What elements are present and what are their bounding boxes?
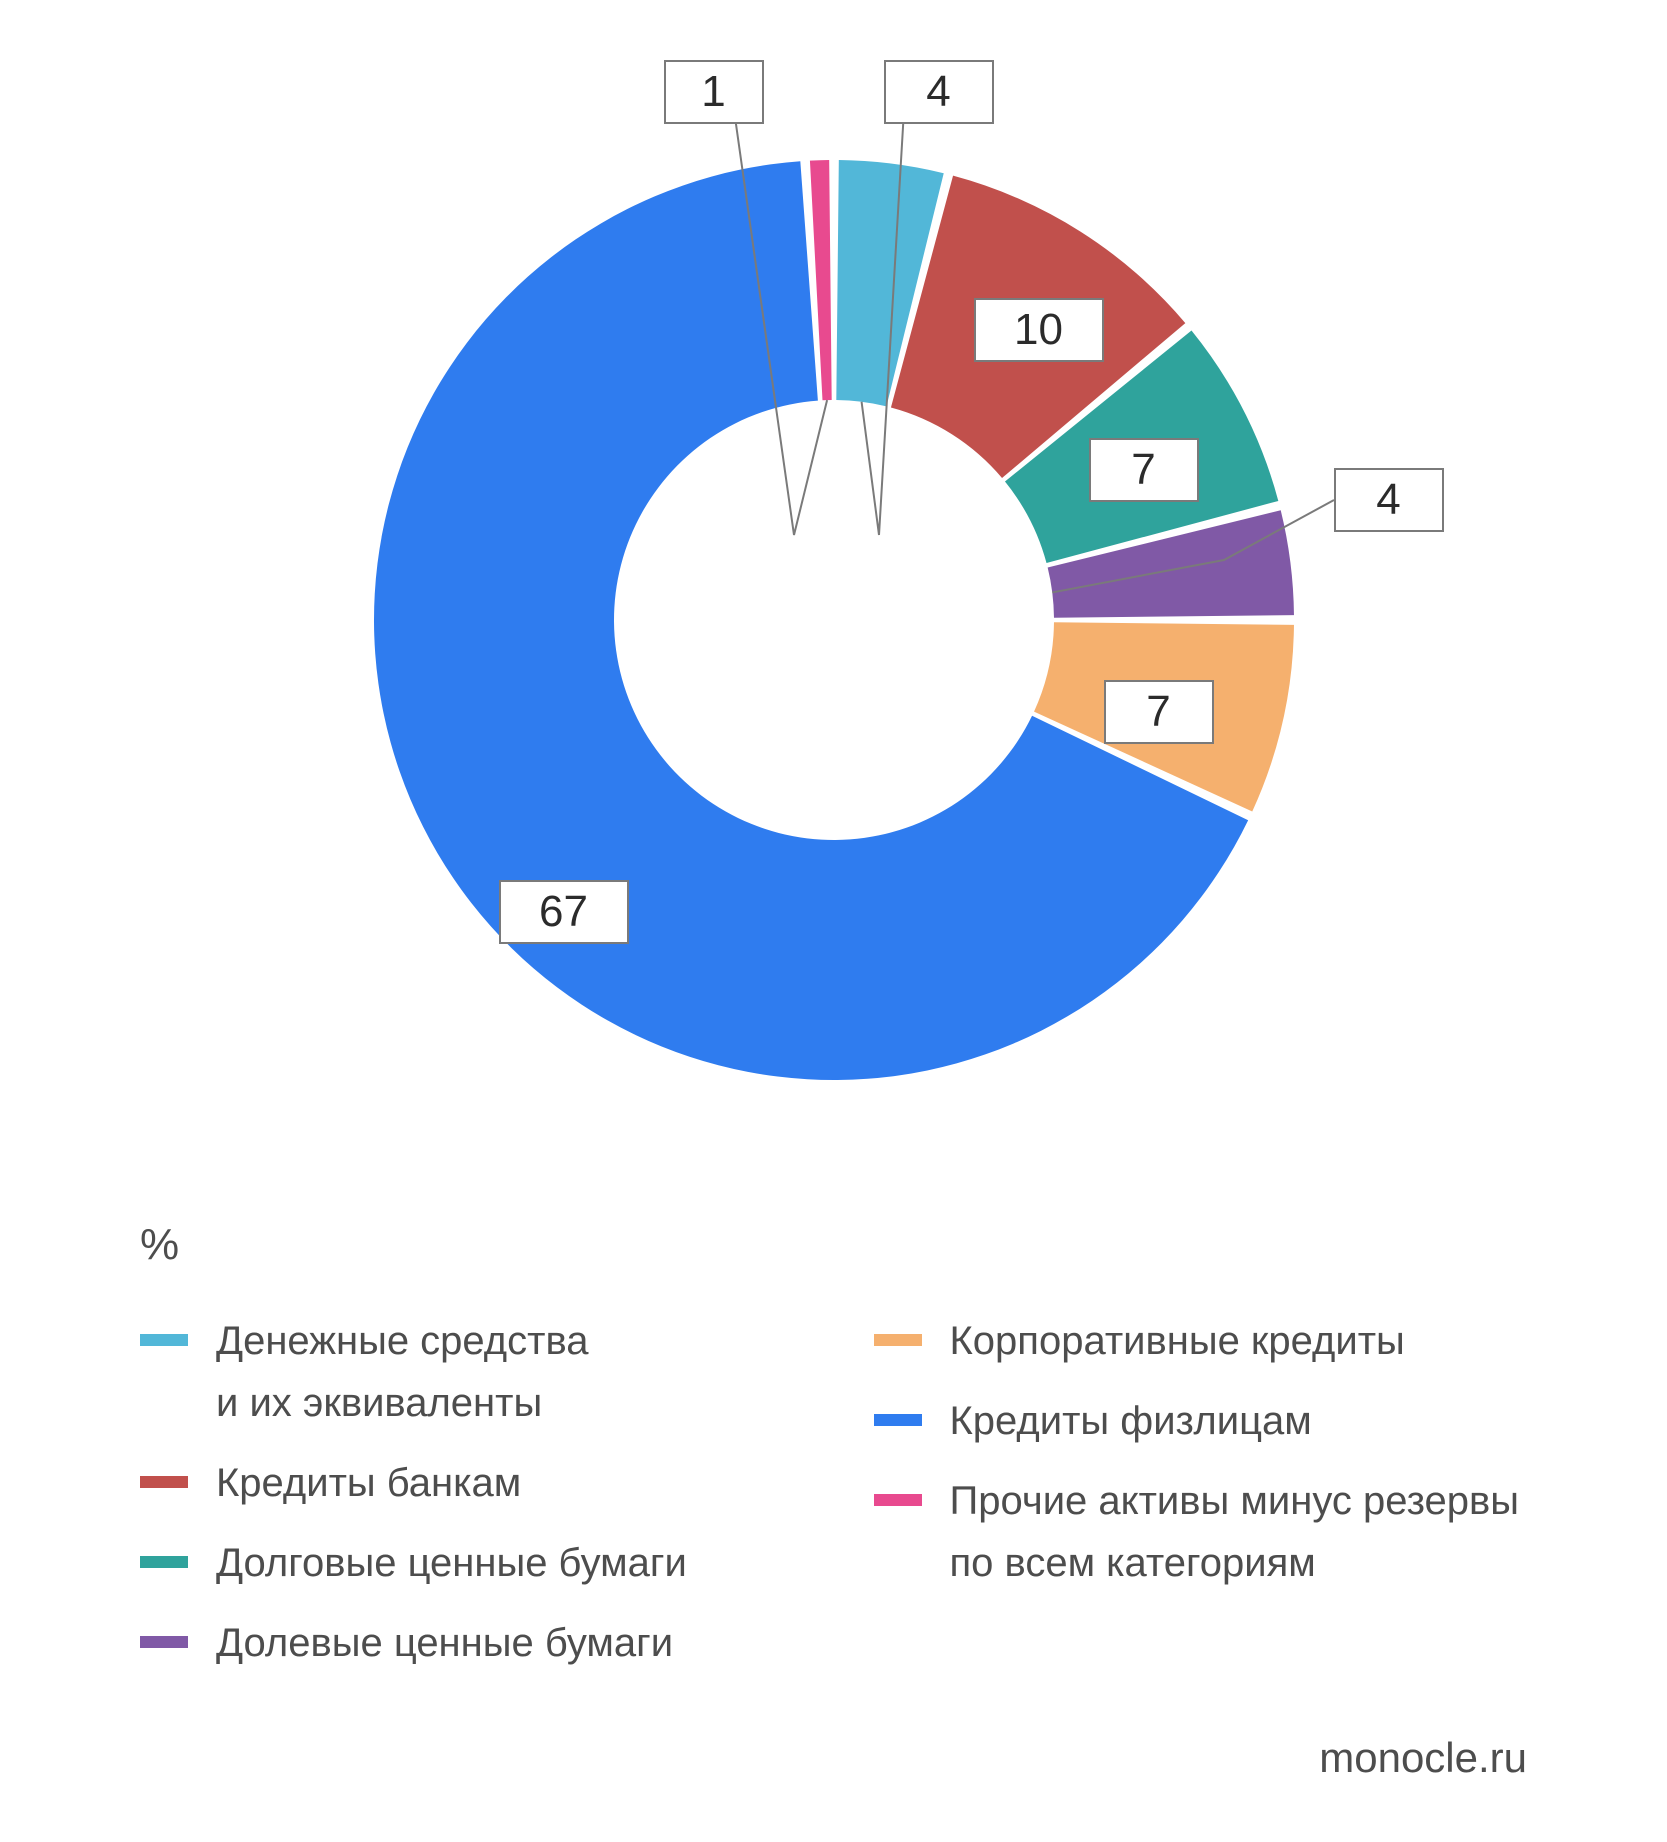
legend-swatch	[874, 1494, 922, 1506]
unit-label: %	[140, 1220, 1527, 1270]
legend-label: Денежные средства и их эквиваленты	[216, 1310, 794, 1434]
legend-item-retail-loans: Кредиты физлицам	[874, 1390, 1528, 1452]
legend-label: Кредиты банкам	[216, 1452, 794, 1514]
value-label-equity-sec: 4	[1334, 468, 1444, 532]
legend-swatch	[874, 1414, 922, 1426]
value-label-retail-loans: 67	[499, 880, 629, 944]
legend-swatch	[140, 1476, 188, 1488]
source-attribution: monocle.ru	[1319, 1734, 1527, 1782]
legend: Денежные средства и их эквиваленты Кредит…	[140, 1310, 1527, 1692]
legend-label: Кредиты физлицам	[950, 1390, 1528, 1452]
legend-item-cash: Денежные средства и их эквиваленты	[140, 1310, 794, 1434]
legend-label: Долевые ценные бумаги	[216, 1612, 794, 1674]
value-label-debt-sec: 7	[1089, 438, 1199, 502]
value-label-cash: 4	[884, 60, 994, 124]
legend-item-debt-sec: Долговые ценные бумаги	[140, 1532, 794, 1594]
legend-swatch	[140, 1636, 188, 1648]
legend-item-equity-sec: Долевые ценные бумаги	[140, 1612, 794, 1674]
legend-column: Денежные средства и их эквиваленты Кредит…	[140, 1310, 794, 1692]
legend-item-other-assets: Прочие активы минус резервы по всем кате…	[874, 1470, 1528, 1594]
value-label-other-assets: 1	[664, 60, 764, 124]
legend-swatch	[140, 1334, 188, 1346]
donut-chart: 4 10 7 4 7 67 1	[140, 60, 1527, 1180]
legend-column: Корпоративные кредиты Кредиты физлицам Про…	[874, 1310, 1528, 1692]
legend-swatch	[140, 1556, 188, 1568]
legend-item-bank-loans: Кредиты банкам	[140, 1452, 794, 1514]
donut-svg	[144, 60, 1524, 1180]
legend-label: Корпоративные кредиты	[950, 1310, 1528, 1372]
value-label-corp-loans: 7	[1104, 680, 1214, 744]
legend-label: Долговые ценные бумаги	[216, 1532, 794, 1594]
page-root: 4 10 7 4 7 67 1 % Денежные средства и их эквив…	[0, 0, 1667, 1842]
legend-swatch	[874, 1334, 922, 1346]
value-label-bank-loans: 10	[974, 298, 1104, 362]
legend-label: Прочие активы минус резервы по всем кате…	[950, 1470, 1528, 1594]
legend-item-corp-loans: Корпоративные кредиты	[874, 1310, 1528, 1372]
